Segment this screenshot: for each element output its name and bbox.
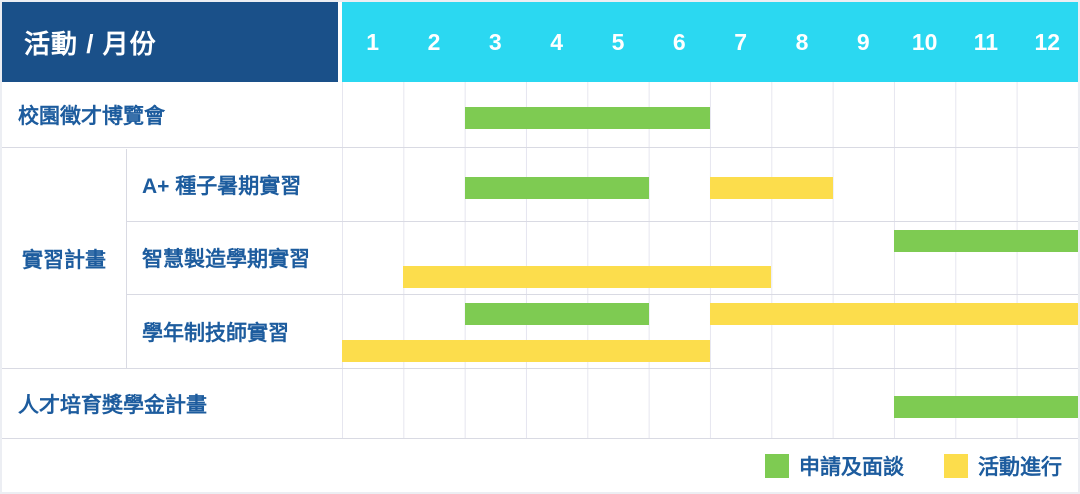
month-label: 8	[795, 28, 809, 55]
gantt-row: 人才培育獎學金計畫	[2, 369, 1078, 439]
month-label: 5	[611, 28, 625, 55]
gantt-bar-active	[342, 339, 710, 362]
legend-label: 申請及面談	[799, 455, 904, 479]
legend-item: 活動進行	[944, 451, 1062, 481]
gantt-row: 智慧製造學期實習	[2, 222, 1078, 295]
row-label: A+ 種子暑期實習	[142, 174, 302, 198]
month-label: 12	[1034, 28, 1061, 55]
month-label: 11	[973, 28, 999, 55]
row-label: 學年制技師實習	[142, 321, 289, 345]
row-label: 智慧製造學期實習	[142, 248, 310, 271]
row-timeline	[342, 369, 1078, 438]
gantt-row: 學年制技師實習	[2, 295, 1078, 369]
gantt-body: 校園徵才博覽會 A+ 種子暑期實習 智慧製造學期實習 學年制技師實習人才培育獎學金計畫…	[2, 82, 1078, 439]
gantt-bar-apply	[464, 176, 649, 199]
gantt-bar-apply	[464, 303, 649, 326]
legend-swatch-active-icon	[944, 453, 968, 478]
gantt-row: 校園徵才博覽會	[2, 82, 1078, 148]
gantt-bar-apply	[894, 395, 1078, 418]
gantt-bar-apply	[464, 106, 710, 129]
month-label: 7	[734, 28, 748, 55]
group-label: 實習計畫	[2, 149, 127, 368]
row-timeline	[342, 148, 1078, 221]
month-label: 4	[550, 28, 564, 55]
header-corner-label: 活動 / 月份	[24, 28, 157, 59]
month-label: 10	[911, 28, 938, 55]
month-label: 6	[672, 28, 686, 55]
legend-item: 申請及面談	[765, 451, 904, 481]
gantt-bar-active	[710, 303, 1078, 326]
row-timeline	[342, 82, 1078, 147]
legend-swatch-apply-icon	[765, 453, 789, 478]
gantt-row: A+ 種子暑期實習	[2, 148, 1078, 222]
gantt-bar-apply	[894, 230, 1078, 252]
month-label: 3	[488, 28, 502, 55]
row-label: 人才培育獎學金計畫	[18, 393, 207, 417]
header-corner: 活動 / 月份	[2, 2, 338, 82]
month-label: 1	[366, 28, 380, 55]
gantt-bar-active	[710, 176, 833, 199]
gantt-bar-active	[403, 266, 772, 288]
legend-label: 活動進行	[978, 455, 1062, 479]
month-header: 1 2 3 4 5 6 7 8 9 10 11 12	[342, 2, 1078, 82]
month-label: 9	[856, 28, 870, 55]
chart-header: 活動 / 月份 1 2 3 4 5 6 7 8 9 10 11 12	[2, 2, 1078, 82]
month-label: 2	[427, 28, 441, 55]
row-timeline	[342, 222, 1078, 294]
legend: 申請及面談 活動進行	[2, 439, 1078, 492]
row-timeline	[342, 295, 1078, 368]
row-label: 校園徵才博覽會	[18, 104, 165, 128]
